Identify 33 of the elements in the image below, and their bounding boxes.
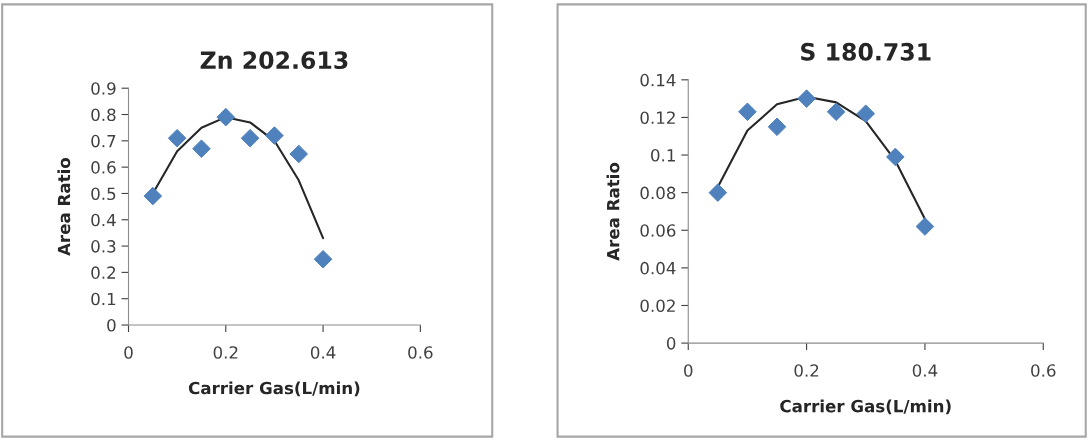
y-tick-label: 0.6 bbox=[91, 161, 116, 174]
y-tick-label: 0 bbox=[107, 318, 116, 332]
x-tick-label: 0 bbox=[684, 364, 693, 377]
y-tick-label: 0.5 bbox=[91, 187, 116, 201]
y-tick-label: 0 bbox=[666, 337, 676, 350]
y-tick-label: 0.7 bbox=[91, 134, 116, 148]
x-axis-title: Carrier Gas(L/min) bbox=[188, 381, 360, 397]
y-tick-label: 0.9 bbox=[91, 82, 116, 95]
y-tick-label: 0.08 bbox=[640, 186, 676, 200]
chart-title: Zn 202.613 bbox=[200, 51, 348, 70]
x-tick-label: 0.2 bbox=[213, 346, 238, 359]
y-tick-label: 0.14 bbox=[640, 73, 676, 87]
y-tick-label: 0.12 bbox=[640, 111, 675, 124]
x-tick-label: 0.4 bbox=[912, 364, 938, 377]
y-tick-label: 0.04 bbox=[640, 261, 676, 275]
y-axis-title: Area Ratio bbox=[606, 162, 620, 261]
point bbox=[915, 217, 935, 236]
y-tick-label: 0.1 bbox=[91, 292, 116, 306]
y-tick-label: 0.3 bbox=[91, 240, 116, 253]
x-tick-label: 0.2 bbox=[794, 364, 819, 377]
x-tick-label: 0 bbox=[124, 346, 133, 359]
y-tick-label: 0.1 bbox=[651, 149, 675, 162]
x-axis-title: Carrier Gas(L/min) bbox=[780, 399, 951, 415]
x-tick-label: 0.6 bbox=[408, 346, 433, 359]
y-tick-label: 0.02 bbox=[640, 299, 675, 313]
y-tick-label: 0.2 bbox=[91, 266, 116, 279]
x-tick-label: 0.6 bbox=[1031, 364, 1056, 377]
x-tick-label: 0.4 bbox=[310, 346, 336, 359]
y-tick-label: 0.4 bbox=[91, 213, 116, 227]
y-tick-label: 0.06 bbox=[640, 224, 676, 237]
y-axis-title: Area Ratio bbox=[57, 157, 71, 256]
chart-title: S 180.731 bbox=[801, 42, 931, 61]
y-tick-label: 0.8 bbox=[91, 108, 116, 122]
